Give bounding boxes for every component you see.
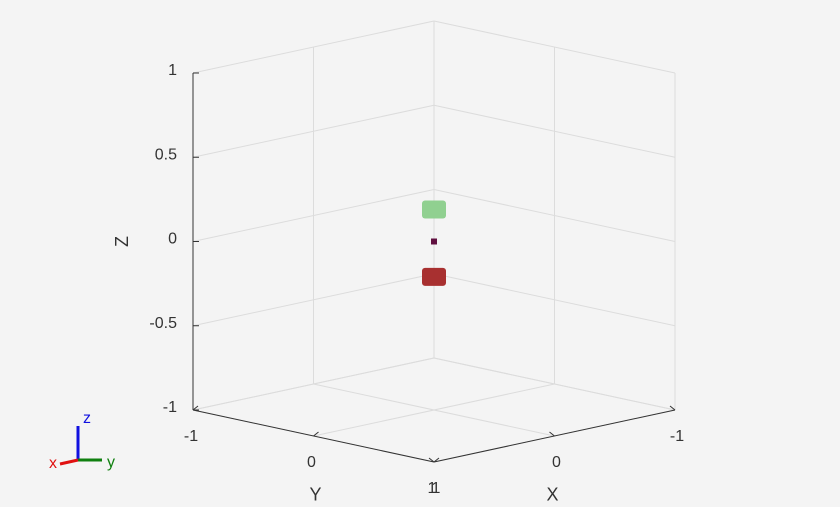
grid-line: [192, 189, 435, 242]
y-tick: [433, 457, 440, 463]
grid-line: [433, 104, 676, 158]
x-tick-label: 0: [552, 454, 561, 471]
grid-line: [192, 104, 435, 158]
data-point: [431, 238, 437, 245]
y-tick-label: 1: [428, 480, 437, 497]
z-axis-label: Z: [112, 236, 132, 247]
y-tick: [192, 405, 199, 411]
grid-line: [192, 273, 435, 327]
y-tick-label: 0: [307, 454, 316, 471]
z-tick-label: 1: [168, 62, 177, 79]
axes-triad: z y x: [49, 410, 115, 472]
x-tick-label: 1: [432, 480, 441, 497]
x-axis-label: X: [546, 484, 558, 504]
triad-x-label: x: [49, 455, 57, 472]
triad-z-label: z: [83, 410, 91, 427]
grid-line: [192, 20, 435, 74]
z-tick-label: 0: [168, 231, 177, 248]
z-tick-label: 0.5: [155, 146, 177, 163]
y-tick: [313, 431, 319, 437]
data-point: [422, 200, 446, 219]
y-axis-label: Y: [310, 484, 322, 504]
grid-line: [433, 20, 676, 74]
data-point: [422, 267, 446, 286]
grid-line: [433, 189, 676, 242]
triad-y-label: y: [107, 454, 115, 471]
triad-x: [59, 458, 79, 466]
grid-line: [433, 357, 676, 411]
y-tick-label: -1: [184, 428, 198, 445]
x-tick: [428, 457, 435, 463]
x-tick-label: -1: [670, 428, 684, 445]
x-tick: [669, 405, 676, 411]
z-tick-label: -1: [163, 399, 177, 416]
x-tick: [549, 431, 555, 437]
grid-line: [313, 383, 555, 437]
grid-line: [433, 273, 676, 327]
grid-line: [192, 357, 435, 411]
z-tick-label: -0.5: [149, 315, 177, 332]
